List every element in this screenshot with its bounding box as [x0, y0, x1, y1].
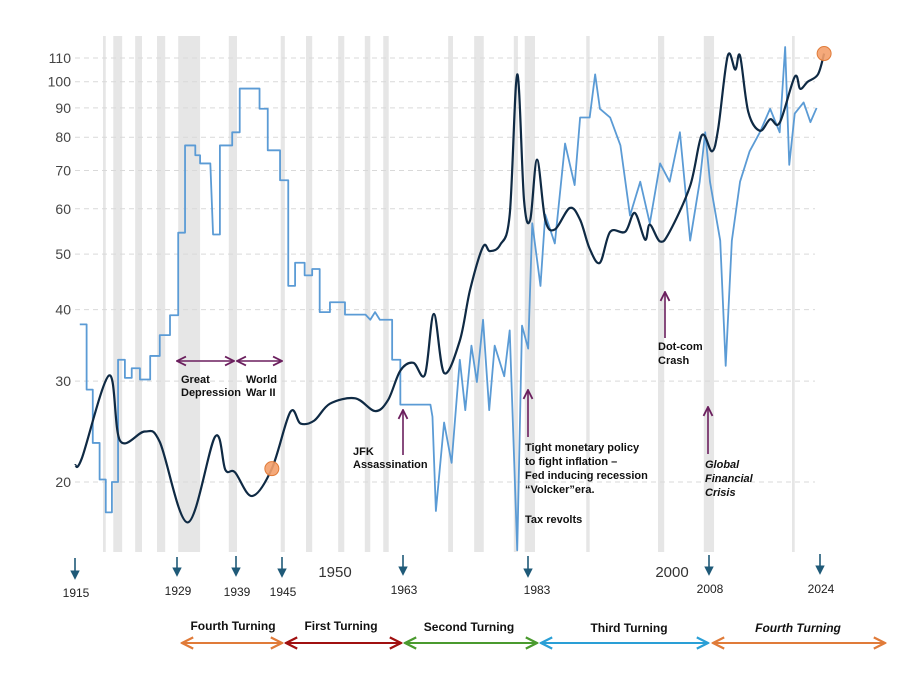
turning-second: Second Turning	[405, 620, 537, 643]
recession-band	[658, 36, 665, 552]
annotation-text: World	[246, 374, 277, 386]
turning-fourth-2: Fourth Turning	[713, 621, 885, 643]
turning-label: Second Turning	[424, 620, 514, 634]
annotation-text: Depression	[181, 387, 241, 399]
year-arrow-1929: 1929	[165, 557, 192, 598]
turning-first: First Turning	[286, 619, 401, 643]
year-arrow-1945: 1945	[270, 557, 297, 599]
recession-band	[383, 36, 389, 552]
recession-band	[157, 36, 166, 552]
year-arrows: 1915 1929 1939 1945 1963 1983 2008 2024	[63, 554, 835, 600]
recession-band	[586, 36, 590, 552]
highlight-marker	[264, 461, 280, 477]
series-lines	[73, 46, 826, 552]
y-tick-label: 90	[55, 100, 71, 116]
recession-band	[306, 36, 313, 552]
recession-band	[791, 36, 795, 552]
annotation-text: “Volcker”era.	[525, 484, 595, 496]
turning-label: First Turning	[304, 619, 377, 633]
highlight-marker	[816, 46, 832, 62]
annotation-text: Great	[181, 374, 210, 386]
annotation-text: Global	[705, 459, 740, 471]
year-arrow-1963: 1963	[391, 555, 418, 597]
y-tick-label: 70	[55, 162, 71, 178]
year-label: 1963	[391, 583, 418, 597]
recession-band	[338, 36, 345, 552]
recession-band	[103, 36, 106, 552]
year-arrow-2024: 2024	[808, 554, 835, 596]
annotation-text: Crisis	[705, 487, 736, 499]
recession-band	[364, 36, 371, 552]
recession-band	[280, 36, 285, 552]
year-label: 1945	[270, 585, 297, 599]
annotation-text: to fight inflation –	[525, 456, 617, 468]
y-tick-label: 20	[55, 474, 71, 490]
year-arrow-1939: 1939	[224, 556, 251, 599]
annotation-text: JFK	[353, 446, 374, 458]
year-arrow-1915: 1915	[63, 558, 90, 600]
recession-band	[228, 36, 237, 552]
annotation-text: Financial	[705, 473, 754, 485]
annotation-volcker: Tight monetary policy to fight inflation…	[525, 390, 648, 526]
year-label: 2008	[697, 582, 724, 596]
annotation-world-war-ii: World War II	[237, 361, 282, 399]
y-axis-ticks: 20 30 40 50 60 70 80 90 100 110	[48, 50, 72, 490]
turning-label: Fourth Turning	[190, 619, 275, 633]
turnings-timeline: Fourth Turning First Turning Second Turn…	[182, 619, 885, 643]
annotation-great-depression: Great Depression	[177, 361, 241, 399]
annotation-text: Dot-com	[658, 341, 703, 353]
recession-band	[474, 36, 484, 552]
annotation-dotcom: Dot-com Crash	[658, 292, 703, 367]
annotation-text: Fed inducing recession	[525, 470, 648, 482]
recession-band	[113, 36, 123, 552]
turning-fourth-1: Fourth Turning	[182, 619, 282, 643]
light-series-line	[79, 46, 818, 552]
y-tick-label: 30	[55, 373, 71, 389]
recession-band	[703, 36, 715, 552]
y-tick-label: 80	[55, 129, 71, 145]
recession-band	[513, 36, 518, 552]
recession-bands	[103, 36, 795, 552]
annotation-text: War II	[246, 387, 276, 399]
annotation-text: Tight monetary policy	[525, 442, 640, 454]
recession-band	[135, 36, 142, 552]
y-tick-label: 60	[55, 201, 71, 217]
y-tick-label: 50	[55, 246, 71, 262]
year-arrow-1983: 1983	[523, 556, 551, 597]
recession-band	[448, 36, 453, 552]
turning-third: Third Turning	[541, 621, 708, 643]
markers	[264, 46, 832, 477]
dark-series-line	[73, 52, 826, 524]
year-label: 2024	[808, 582, 835, 596]
x-axis-label: 2000	[655, 564, 688, 581]
year-label: 1983	[524, 583, 551, 597]
year-arrow-2008: 2008	[697, 555, 724, 596]
x-axis-label: 1950	[318, 564, 351, 581]
turning-label: Fourth Turning	[755, 621, 841, 635]
annotation-text: Crash	[658, 355, 689, 367]
recession-band	[178, 36, 201, 552]
year-label: 1929	[165, 584, 192, 598]
y-tick-label: 100	[48, 74, 72, 90]
annotation-text: Assassination	[353, 459, 428, 471]
year-label: 1915	[63, 586, 90, 600]
year-label: 1939	[224, 585, 251, 599]
y-tick-label: 110	[49, 50, 72, 66]
y-tick-label: 40	[55, 302, 71, 318]
annotation-text: Tax revolts	[525, 514, 582, 526]
annotation-gfc: Global Financial Crisis	[705, 407, 754, 499]
annotation-jfk: JFK Assassination	[353, 410, 428, 471]
turning-label: Third Turning	[590, 621, 667, 635]
gridlines	[75, 57, 815, 483]
